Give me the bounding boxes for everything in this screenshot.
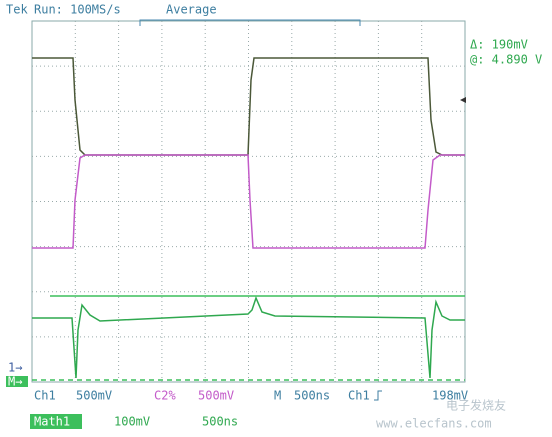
graticule	[32, 21, 465, 382]
ch1-marker: 1→	[8, 361, 22, 375]
ch2-scale: 500mV	[198, 389, 234, 403]
ch1-trace	[32, 57, 465, 156]
trigger-edge	[374, 390, 382, 401]
brand: Tek	[6, 3, 28, 17]
cursor-at: @: 4.890 V	[470, 53, 542, 67]
ch2-trace	[32, 154, 465, 249]
math-scale: 100mV	[114, 415, 150, 429]
ch1-label: Ch1	[34, 389, 56, 403]
math-marker: M→	[8, 375, 22, 389]
record-bracket	[139, 19, 361, 26]
ch1-scale: 500mV	[76, 389, 112, 403]
math-label: Math1	[34, 415, 70, 429]
cursor-delta: Δ: 190mV	[470, 38, 528, 52]
ch2-label: C2%	[154, 389, 176, 403]
trigger-source: Ch1	[348, 389, 370, 403]
math-time: 500ns	[202, 415, 238, 429]
math-trace	[32, 295, 465, 379]
math-marker-box	[6, 376, 28, 387]
trigger-level: 198mV	[432, 389, 468, 403]
time-scale: 500ns	[294, 389, 330, 403]
watermark-site: www.elecfans.com	[376, 417, 492, 431]
math-box	[30, 414, 82, 429]
status: Run: 100MS/s	[34, 3, 121, 17]
mode: Average	[166, 3, 217, 17]
time-label: M	[274, 389, 281, 403]
trigger-arrow	[460, 97, 466, 103]
watermark-brand: 电子发烧友	[446, 398, 506, 413]
